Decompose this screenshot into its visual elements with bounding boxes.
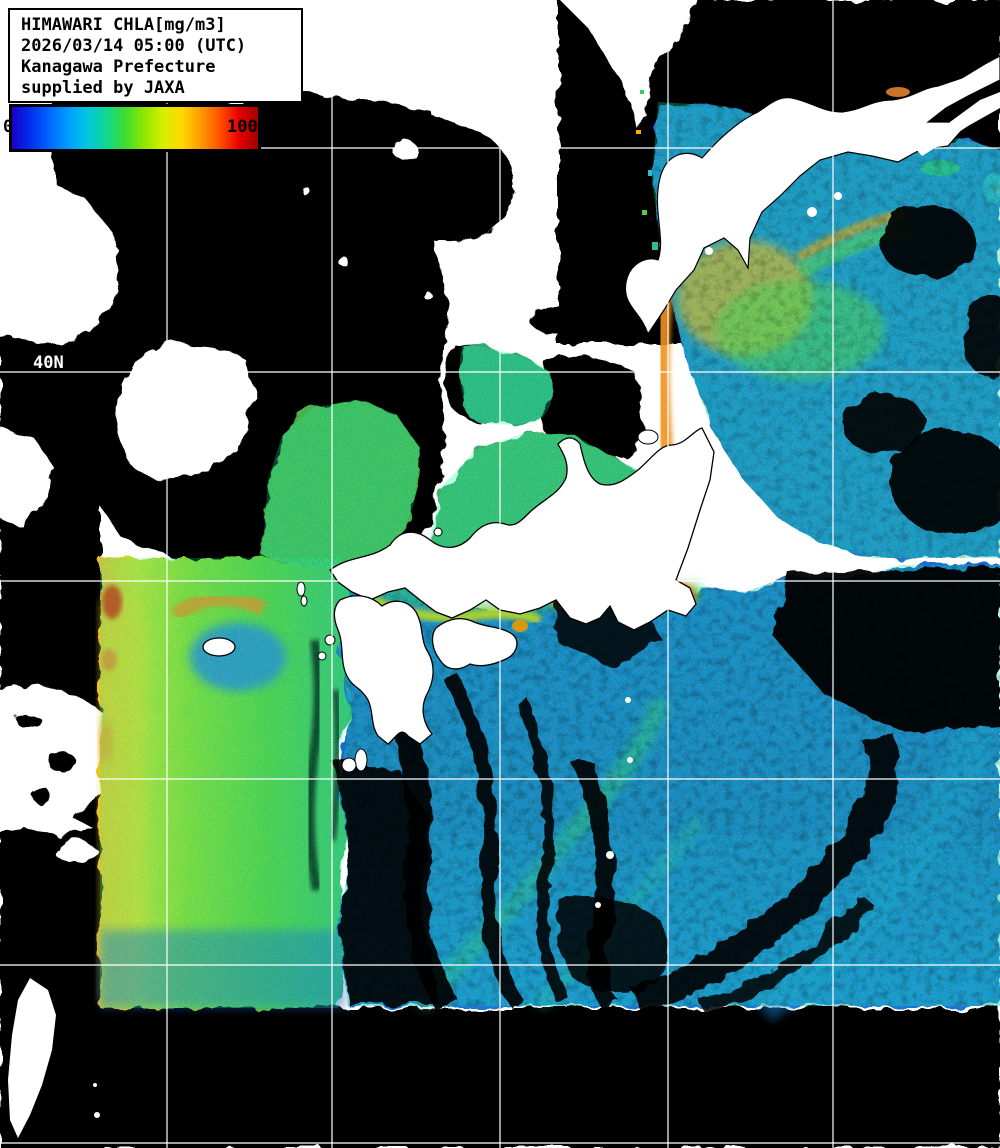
- cloud-streaks: [330, 206, 1000, 1017]
- title-product-line: HIMAWARI CHLA[mg/m3]: [21, 15, 226, 35]
- colorbar-gradient: [12, 107, 258, 149]
- kuril-strip: [915, 92, 1000, 156]
- title-box: HIMAWARI CHLA[mg/m3] 2026/03/14 05:00 (U…: [8, 8, 303, 103]
- title-datetime-line: 2026/03/14 05:00 (UTC): [21, 36, 247, 56]
- colorbar-max-label: 100: [227, 117, 258, 137]
- title-prefecture-line: Kanagawa Prefecture: [21, 57, 216, 77]
- land-shapes: [8, 55, 1000, 1138]
- shikoku-island: [431, 617, 518, 670]
- cloud-white-patches: [0, 0, 700, 860]
- hokkaido-island: [624, 55, 1000, 336]
- colorbar-min-label: 0: [3, 117, 14, 137]
- title-supplier-line: supplied by JAXA: [21, 78, 185, 98]
- honshu-island: [329, 427, 715, 631]
- taiwan-island: [8, 978, 56, 1138]
- latitude-grid-label: 40N: [33, 353, 64, 373]
- colorbar: [9, 104, 261, 152]
- longitude-grid-label: 140E: [646, 5, 666, 46]
- kyushu-island: [333, 595, 434, 745]
- sado-island: [637, 429, 659, 445]
- coastal-specks: [636, 90, 658, 250]
- jeju-island: [202, 637, 236, 657]
